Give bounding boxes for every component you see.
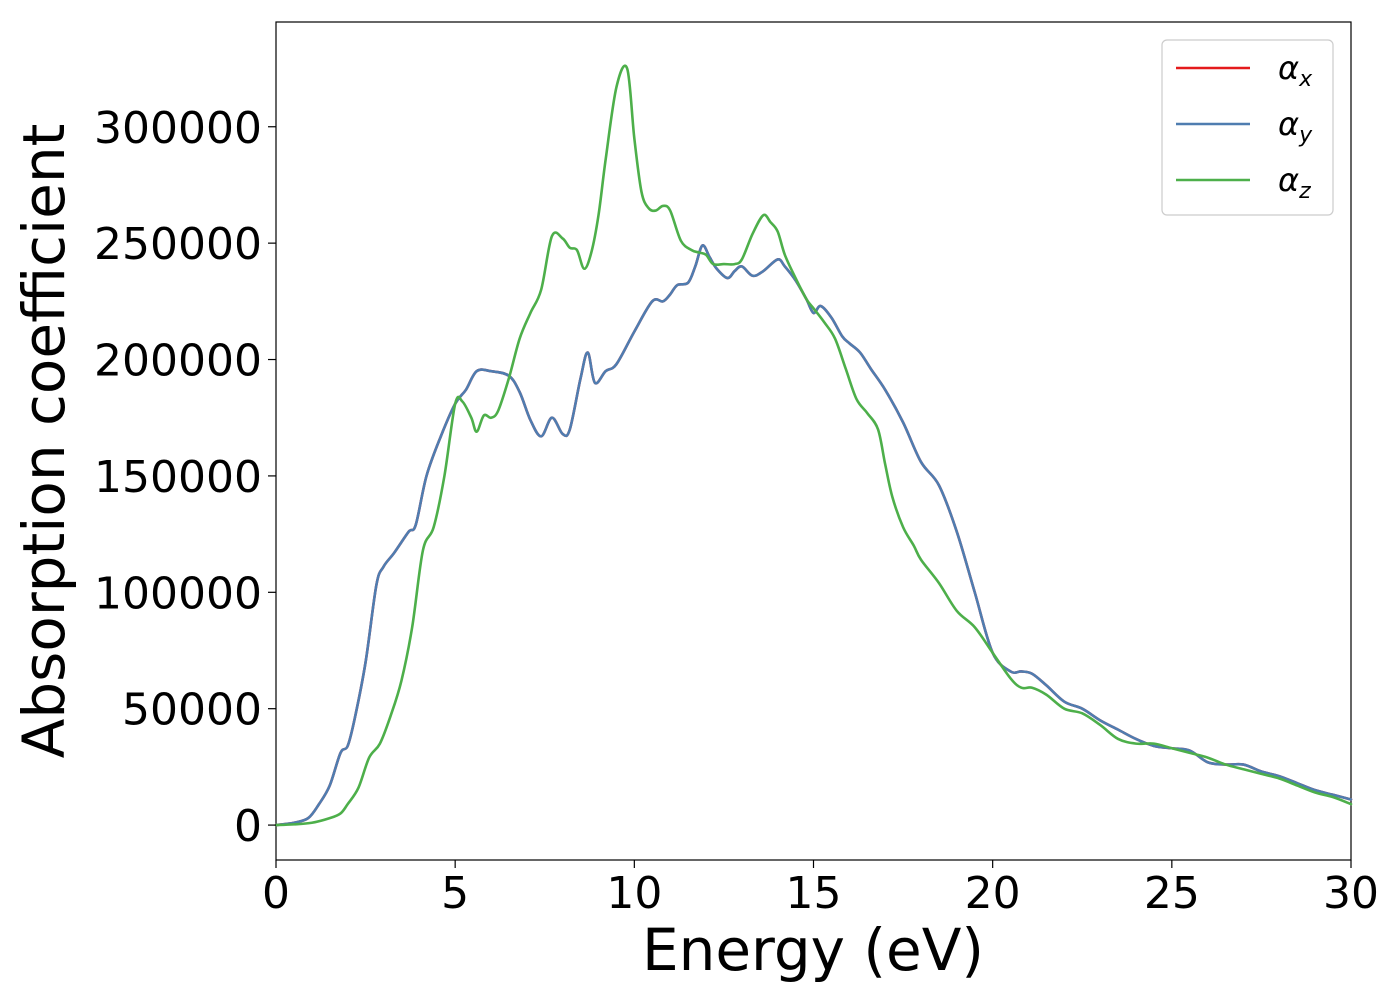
y-tick-label: 300000 [94, 103, 262, 154]
series-line-z [274, 64, 1353, 827]
x-axis-ticks: 0 5 10 15 20 25 30 [262, 860, 1379, 919]
x-tick-label: 20 [965, 868, 1021, 919]
series-line-y [274, 244, 1353, 827]
series-layer [274, 64, 1353, 827]
x-tick-label: 5 [441, 868, 469, 919]
y-axis-label: Absorption coefficient [10, 124, 78, 759]
y-tick-label: 200000 [94, 336, 262, 387]
y-tick-label: 100000 [94, 568, 262, 619]
x-tick-label: 30 [1323, 868, 1379, 919]
x-tick-label: 15 [786, 868, 842, 919]
y-tick-label: 250000 [94, 219, 262, 270]
legend-frame [1161, 39, 1334, 216]
x-tick-label: 0 [262, 868, 290, 919]
x-tick-label: 25 [1144, 868, 1200, 919]
y-tick-label: 50000 [122, 685, 262, 736]
x-tick-label: 10 [606, 868, 662, 919]
y-tick-label: 0 [234, 801, 262, 852]
y-axis-ticks: 0 50000 100000 150000 200000 250000 300000 [94, 103, 276, 852]
y-tick-label: 150000 [94, 452, 262, 503]
x-axis-label: Energy (eV) [642, 916, 984, 984]
